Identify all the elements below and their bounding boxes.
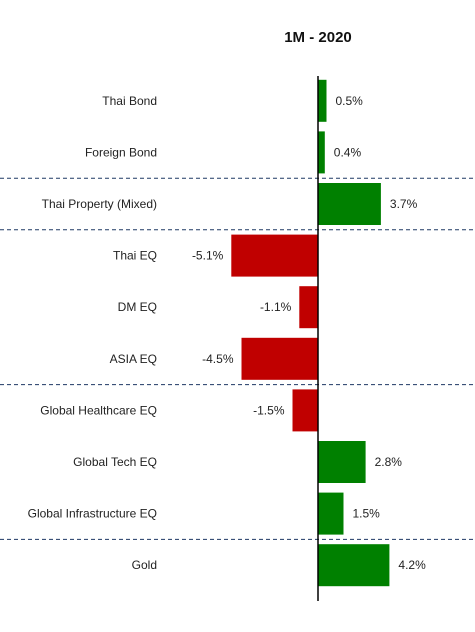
value-label-thai-eq: -5.1% [192, 249, 224, 263]
chart-title: 1M - 2020 [284, 29, 352, 46]
category-label-global-tech-eq: Global Tech EQ [73, 455, 157, 469]
value-label-thai-property-mixed: 3.7% [390, 197, 418, 211]
category-label-global-infrastructure-eq: Global Infrastructure EQ [28, 507, 157, 521]
category-label-thai-property-mixed: Thai Property (Mixed) [42, 197, 157, 211]
category-label-foreign-bond: Foreign Bond [85, 145, 157, 159]
category-label-thai-eq: Thai EQ [113, 249, 157, 263]
value-label-global-healthcare-eq: -1.5% [253, 403, 285, 417]
bar-gold [318, 544, 390, 587]
value-label-gold: 4.2% [398, 558, 426, 572]
category-label-thai-bond: Thai Bond [102, 94, 157, 108]
bar-global-infrastructure-eq [318, 492, 344, 535]
value-labels: 0.5% 0.4% 3.7% -5.1% -1.1% -4.5% -1.5% 2.8% 1.5%… [192, 94, 426, 572]
bar-foreign-bond [318, 131, 325, 174]
category-label-gold: Gold [132, 558, 157, 572]
value-label-asia-eq: -4.5% [202, 352, 234, 366]
value-label-global-tech-eq: 2.8% [375, 455, 403, 469]
bar-global-tech-eq [318, 441, 366, 483]
category-label-asia-eq: ASIA EQ [110, 352, 157, 366]
value-label-dm-eq: -1.1% [260, 300, 292, 314]
bar-global-healthcare-eq [292, 389, 318, 432]
bar-thai-bond [318, 79, 327, 122]
bar-asia-eq [241, 337, 318, 380]
bars [231, 79, 390, 587]
bar-dm-eq [299, 286, 318, 329]
category-label-dm-eq: DM EQ [118, 300, 157, 314]
bar-thai-eq [231, 234, 318, 277]
category-labels: Thai Bond Foreign Bond Thai Property (Mixe… [28, 94, 157, 572]
category-label-global-healthcare-eq: Global Healthcare EQ [40, 403, 157, 417]
value-label-global-infrastructure-eq: 1.5% [353, 507, 381, 521]
value-label-foreign-bond: 0.4% [334, 145, 362, 159]
value-label-thai-bond: 0.5% [336, 94, 364, 108]
bar-thai-property-mixed [318, 183, 381, 225]
group-separators [0, 177, 475, 540]
